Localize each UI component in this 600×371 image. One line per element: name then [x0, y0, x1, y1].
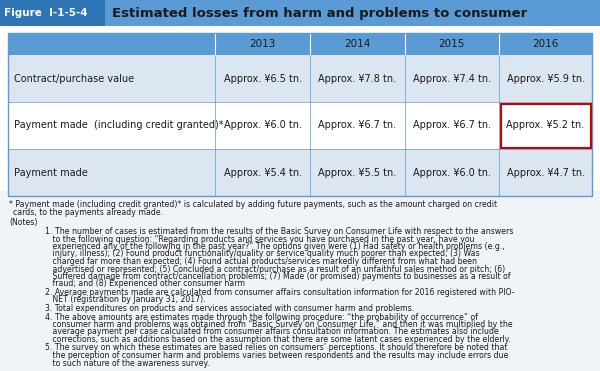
Bar	[500, 104, 590, 148]
Text: Approx. ¥5.2 tn.: Approx. ¥5.2 tn.	[506, 121, 584, 131]
Text: NET (registration by January 31, 2017).: NET (registration by January 31, 2017).	[45, 295, 206, 305]
Text: charged far more than expected; (4) Found actual products/services markedly diff: charged far more than expected; (4) Foun…	[45, 257, 477, 266]
Text: Suffered damage from contract/cancellation problems; (7) Made (or promised) paym: Suffered damage from contract/cancellati…	[45, 272, 511, 281]
Text: corrections, such as additions based on the assumption that there are some laten: corrections, such as additions based on …	[45, 335, 511, 344]
Text: the perception of consumer harm and problems varies between respondents and the : the perception of consumer harm and prob…	[45, 351, 508, 360]
Bar	[0, 0, 600, 26]
Text: injury, illness); (2) Found product functionality/quality or service quality muc: injury, illness); (2) Found product func…	[45, 250, 479, 259]
Text: (Notes): (Notes)	[9, 218, 37, 227]
Text: Approx. ¥6.7 tn.: Approx. ¥6.7 tn.	[413, 121, 491, 131]
Text: Approx. ¥4.7 tn.: Approx. ¥4.7 tn.	[506, 167, 584, 177]
Text: Approx. ¥6.5 tn.: Approx. ¥6.5 tn.	[224, 73, 302, 83]
Text: Approx. ¥5.4 tn.: Approx. ¥5.4 tn.	[224, 167, 302, 177]
Text: Approx. ¥5.9 tn.: Approx. ¥5.9 tn.	[506, 73, 584, 83]
Text: Estimated losses from harm and problems to consumer: Estimated losses from harm and problems …	[112, 7, 527, 20]
Text: Figure  I-1-5-4: Figure I-1-5-4	[4, 8, 88, 18]
Text: Contract/purchase value: Contract/purchase value	[14, 73, 134, 83]
Text: cards, to the payments already made.: cards, to the payments already made.	[13, 208, 163, 217]
Text: fraud; and (8) Experienced other consumer harm: fraud; and (8) Experienced other consume…	[45, 279, 245, 289]
Text: consumer harm and problems was obtained from “Basic Survey on Consumer Life,” an: consumer harm and problems was obtained …	[45, 320, 512, 329]
Text: to the following question: “Regarding products and services you have purchased i: to the following question: “Regarding pr…	[45, 234, 475, 243]
Text: 2014: 2014	[344, 39, 370, 49]
Bar	[0, 191, 600, 371]
Text: 3. Total expenditures on products and services associated with consumer harm and: 3. Total expenditures on products and se…	[45, 304, 414, 313]
Text: 4. The above amounts are estimates made through the following procedure: “the pr: 4. The above amounts are estimates made …	[45, 312, 478, 322]
Text: Approx. ¥6.0 tn.: Approx. ¥6.0 tn.	[224, 121, 302, 131]
Text: 2015: 2015	[439, 39, 465, 49]
Text: 1. The number of cases is estimated from the results of the Basic Survey on Cons: 1. The number of cases is estimated from…	[45, 227, 514, 236]
Text: Approx. ¥7.4 tn.: Approx. ¥7.4 tn.	[413, 73, 491, 83]
Bar	[8, 149, 592, 196]
Bar	[8, 55, 592, 102]
Text: 2013: 2013	[250, 39, 276, 49]
Text: Approx. ¥7.8 tn.: Approx. ¥7.8 tn.	[318, 73, 396, 83]
Text: to such nature of the awareness survey.: to such nature of the awareness survey.	[45, 358, 209, 368]
Text: Approx. ¥6.0 tn.: Approx. ¥6.0 tn.	[413, 167, 491, 177]
Bar	[8, 102, 592, 149]
Text: 2. Average payments made are calculated from consumer affairs consultation infor: 2. Average payments made are calculated …	[45, 288, 515, 297]
Text: average payment per case calculated from consumer affairs consultation informati: average payment per case calculated from…	[45, 328, 499, 336]
Text: Payment made: Payment made	[14, 167, 88, 177]
Text: Payment made  (including credit granted)*: Payment made (including credit granted)*	[14, 121, 223, 131]
Text: * Payment made (including credit granted)* is calculated by adding future paymen: * Payment made (including credit granted…	[9, 200, 497, 209]
Bar	[0, 0, 105, 26]
Text: experienced any of the following in the past year?” The options given were (1) H: experienced any of the following in the …	[45, 242, 505, 251]
Text: 5. The survey on which these estimates are based relies on consumers’ perception: 5. The survey on which these estimates a…	[45, 344, 508, 352]
Text: 2016: 2016	[532, 39, 559, 49]
Bar	[8, 33, 592, 196]
Text: advertised or represented; (5) Concluded a contract/purchase as a result of an u: advertised or represented; (5) Concluded…	[45, 265, 505, 273]
Bar	[8, 33, 592, 55]
Text: Approx. ¥6.7 tn.: Approx. ¥6.7 tn.	[318, 121, 396, 131]
Text: Approx. ¥5.5 tn.: Approx. ¥5.5 tn.	[318, 167, 397, 177]
